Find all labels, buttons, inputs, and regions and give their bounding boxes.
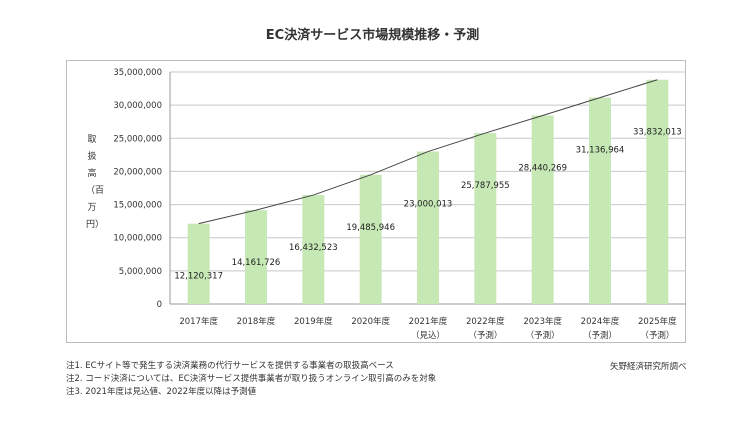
y-tick-label: 15,000,000 [113,201,162,211]
y-tick-label: 5,000,000 [119,267,162,277]
data-label: 16,432,523 [289,243,338,253]
data-label: 23,000,013 [404,200,453,210]
data-label: 12,120,317 [174,272,223,282]
y-axis-label: 取扱高（百万円） [86,135,105,230]
y-tick-label: 0 [157,300,162,310]
bar [589,97,611,304]
bar [359,174,382,304]
source-credit: 矢野経済研究所調べ [610,362,687,372]
footnotes: 注1. ECサイト等で発生する決済業務の代行サービスを提供する事業者の取扱高ベー… [66,360,436,399]
data-label: 14,161,726 [232,258,281,268]
data-label: 25,787,955 [461,181,510,191]
x-tick-label: 2024年度 [581,316,620,327]
x-tick-label: 2023年度 [523,316,562,327]
x-tick-label: 2017年度 [179,316,218,327]
x-tick-label: 2019年度 [294,316,333,327]
x-tick-note: （予測） [468,330,502,341]
x-tick-label: 2025年度 [638,316,677,327]
bar [302,195,325,304]
y-tick-label: 10,000,000 [113,234,162,244]
x-tick-note: （予測） [583,330,617,341]
bar [187,223,210,304]
data-label: 31,136,964 [576,146,625,156]
y-tick-label: 25,000,000 [113,134,162,144]
y-tick-label: 30,000,000 [113,101,162,111]
bar [245,210,267,304]
data-label: 28,440,269 [518,163,567,173]
x-tick-label: 2022年度 [466,316,505,327]
data-label: 33,832,013 [633,128,682,138]
x-tick-note: （予測） [526,330,560,341]
trend-line [198,79,658,225]
x-tick-label: 2018年度 [237,316,276,327]
data-label: 19,485,946 [346,223,395,233]
x-tick-note: （予測） [640,330,674,341]
x-tick-note: （見込） [411,330,445,341]
footnote-3: 注3. 2021年度は見込値、2022年度以降は予測値 [66,387,257,397]
chart-title: EC決済サービス市場規模推移・予測 [265,28,480,43]
y-tick-label: 35,000,000 [113,68,162,78]
y-tick-label: 20,000,000 [113,167,162,177]
bar [646,79,669,304]
bar [417,151,439,304]
bar [531,115,554,304]
x-tick-label: 2020年度 [351,316,390,327]
x-tick-label: 2021年度 [409,316,448,327]
footnote-2: 注2. コード決済については、EC決済サービス提供事業者が取り扱うオンライン取引… [66,374,437,384]
bar [474,133,497,304]
footnote-1: 注1. ECサイト等で発生する決済業務の代行サービスを提供する事業者の取扱高ベー… [66,361,394,371]
